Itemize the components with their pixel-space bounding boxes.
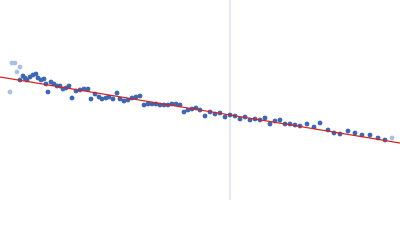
page: {"chart_data": {"type": "scatter", "xlim… [0,0,400,200]
data-point [12,60,18,66]
fit-line [0,76,400,144]
chart [0,0,400,200]
data-point [304,121,310,127]
data-point [33,71,39,77]
data-point [145,101,151,107]
data-point [262,115,268,121]
data-point [121,98,127,104]
data-point [141,102,147,108]
data-point [41,76,47,82]
data-point [367,132,373,138]
data-point [137,93,143,99]
data-point [352,130,358,136]
data-point [110,96,116,102]
data-point [117,96,123,102]
data-point [69,95,75,101]
data-point [7,89,13,95]
data-point [222,114,228,120]
data-point [181,109,187,115]
data-point [202,113,208,119]
data-point [345,128,351,134]
data-point [85,86,91,92]
data-point [317,120,323,126]
data-point [14,69,20,75]
data-point [389,135,395,141]
data-point [173,101,179,107]
data-point [66,83,72,89]
data-point [88,96,94,102]
data-point [267,121,273,127]
data-point [114,90,120,96]
data-point [17,64,23,70]
data-point [277,117,283,123]
data-point [45,89,51,95]
data-point [99,96,105,102]
data-point [133,94,139,100]
data-point [237,116,243,122]
data-point [106,94,112,100]
